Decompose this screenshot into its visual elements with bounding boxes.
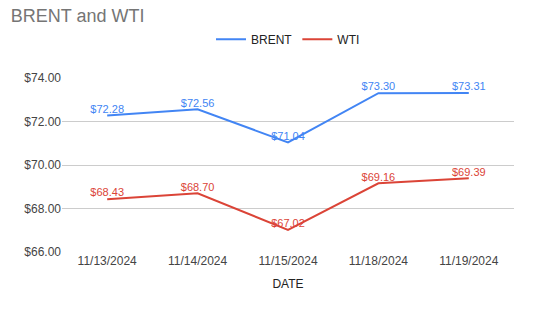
svg-text:$70.00: $70.00 <box>24 158 61 172</box>
svg-text:$73.30: $73.30 <box>362 80 396 92</box>
svg-text:$68.00: $68.00 <box>24 202 61 216</box>
svg-text:$72.00: $72.00 <box>24 115 61 129</box>
svg-text:BRENT and WTI: BRENT and WTI <box>11 6 145 26</box>
svg-text:$67.02: $67.02 <box>271 217 305 229</box>
svg-text:$68.70: $68.70 <box>181 181 215 193</box>
svg-text:$74.00: $74.00 <box>24 71 61 85</box>
svg-text:$72.28: $72.28 <box>90 103 124 115</box>
svg-text:$71.04: $71.04 <box>271 130 305 142</box>
svg-text:11/14/2024: 11/14/2024 <box>168 254 227 268</box>
svg-text:11/15/2024: 11/15/2024 <box>258 254 317 268</box>
svg-text:$69.39: $69.39 <box>452 166 486 178</box>
svg-text:11/19/2024: 11/19/2024 <box>439 254 498 268</box>
svg-text:BRENT: BRENT <box>251 33 292 47</box>
svg-text:$69.16: $69.16 <box>362 171 396 183</box>
svg-text:$68.43: $68.43 <box>90 186 124 198</box>
svg-text:WTI: WTI <box>337 33 359 47</box>
svg-text:11/13/2024: 11/13/2024 <box>78 254 137 268</box>
svg-text:$66.00: $66.00 <box>24 245 61 259</box>
svg-text:$73.31: $73.31 <box>452 80 486 92</box>
svg-text:11/18/2024: 11/18/2024 <box>349 254 408 268</box>
svg-text:$72.56: $72.56 <box>181 97 215 109</box>
svg-text:DATE: DATE <box>272 277 303 291</box>
